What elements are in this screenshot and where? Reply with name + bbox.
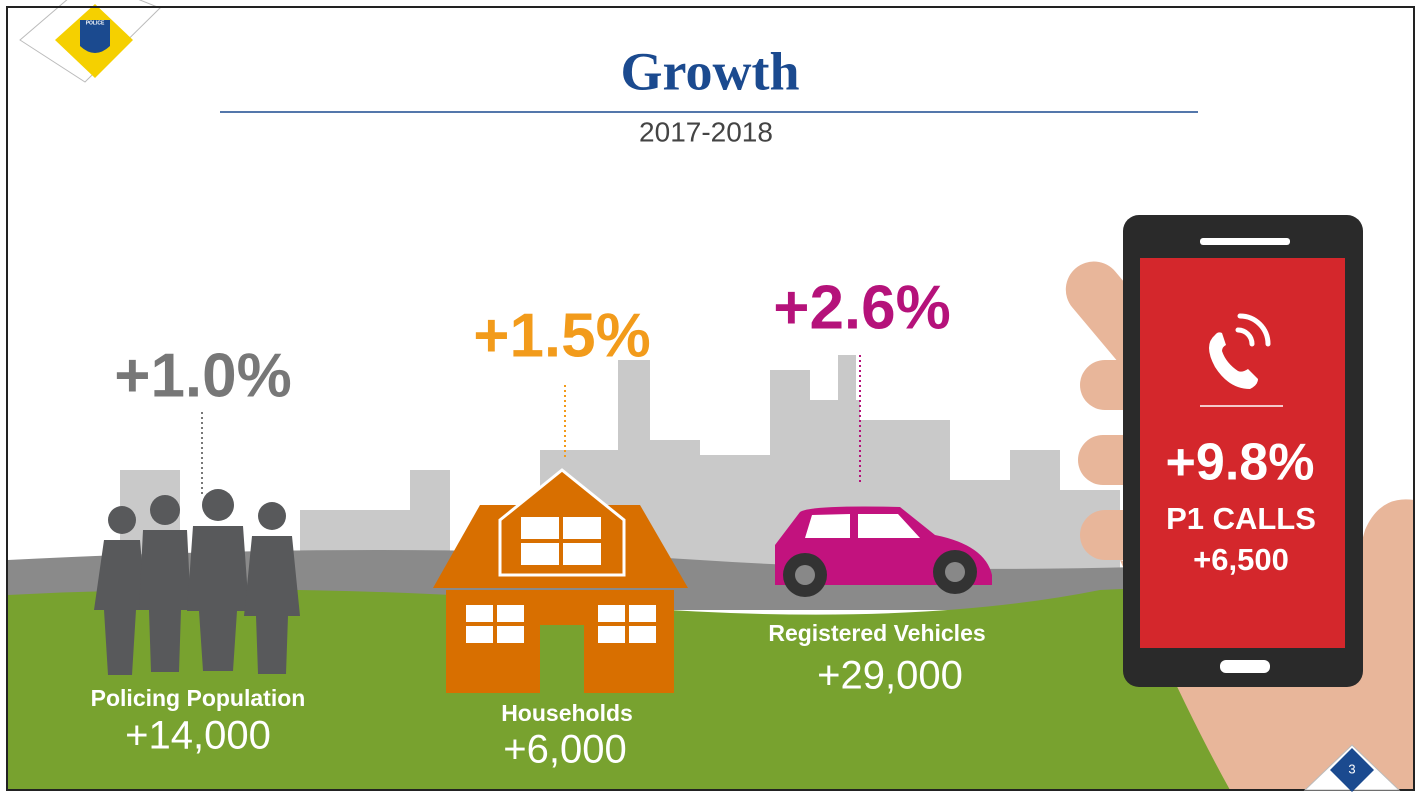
slide-border <box>6 6 1415 791</box>
title: Growth <box>620 41 799 101</box>
people-silhouette-part <box>202 489 234 521</box>
logo: POLICE <box>19 0 161 83</box>
phone-part <box>1220 660 1270 673</box>
stat-label: Policing Population <box>91 685 306 711</box>
people-silhouette-part <box>108 506 136 534</box>
stat-percent: +2.6% <box>773 273 951 342</box>
page-badge-part <box>1330 748 1374 792</box>
phone-percent: +9.8% <box>1166 434 1315 492</box>
people-silhouette-part <box>244 536 300 674</box>
skyline-part <box>838 355 856 415</box>
people-silhouette-part <box>187 526 249 671</box>
page-number: 3 <box>1348 761 1355 776</box>
phone-part <box>1140 258 1345 648</box>
ground <box>8 586 1414 790</box>
people-silhouette <box>94 489 300 675</box>
people-silhouette-part <box>139 530 191 672</box>
phone-part <box>1209 332 1258 389</box>
people-silhouette-part <box>258 502 286 530</box>
skyline-part <box>1010 450 1060 570</box>
stat-percent: +1.5% <box>473 301 651 370</box>
logo-part <box>80 20 110 53</box>
people-silhouette-part <box>94 540 146 675</box>
phone-part <box>1200 238 1290 245</box>
car-part <box>945 562 965 582</box>
phone-count: +6,500 <box>1193 542 1289 577</box>
subtitle: 2017-2018 <box>639 116 773 147</box>
phone-label: P1 CALLS <box>1166 501 1316 536</box>
phone-part <box>1235 313 1271 347</box>
car-part <box>805 514 920 538</box>
stat-count: +6,000 <box>503 728 626 772</box>
house-part <box>540 625 584 693</box>
people-silhouette-part <box>150 495 180 525</box>
page-badge: 3 <box>1303 744 1401 792</box>
stat-percent: +1.0% <box>114 341 292 410</box>
car <box>775 506 992 597</box>
logo-text: POLICE <box>86 20 105 26</box>
stat-count: +14,000 <box>125 714 271 758</box>
stat-count: +29,000 <box>817 654 963 698</box>
house <box>433 468 688 693</box>
skyline-part <box>700 455 770 570</box>
phone <box>1123 215 1363 687</box>
stat-label: Households <box>501 700 633 726</box>
stat-label: Registered Vehicles <box>768 620 985 646</box>
car-part <box>795 565 815 585</box>
